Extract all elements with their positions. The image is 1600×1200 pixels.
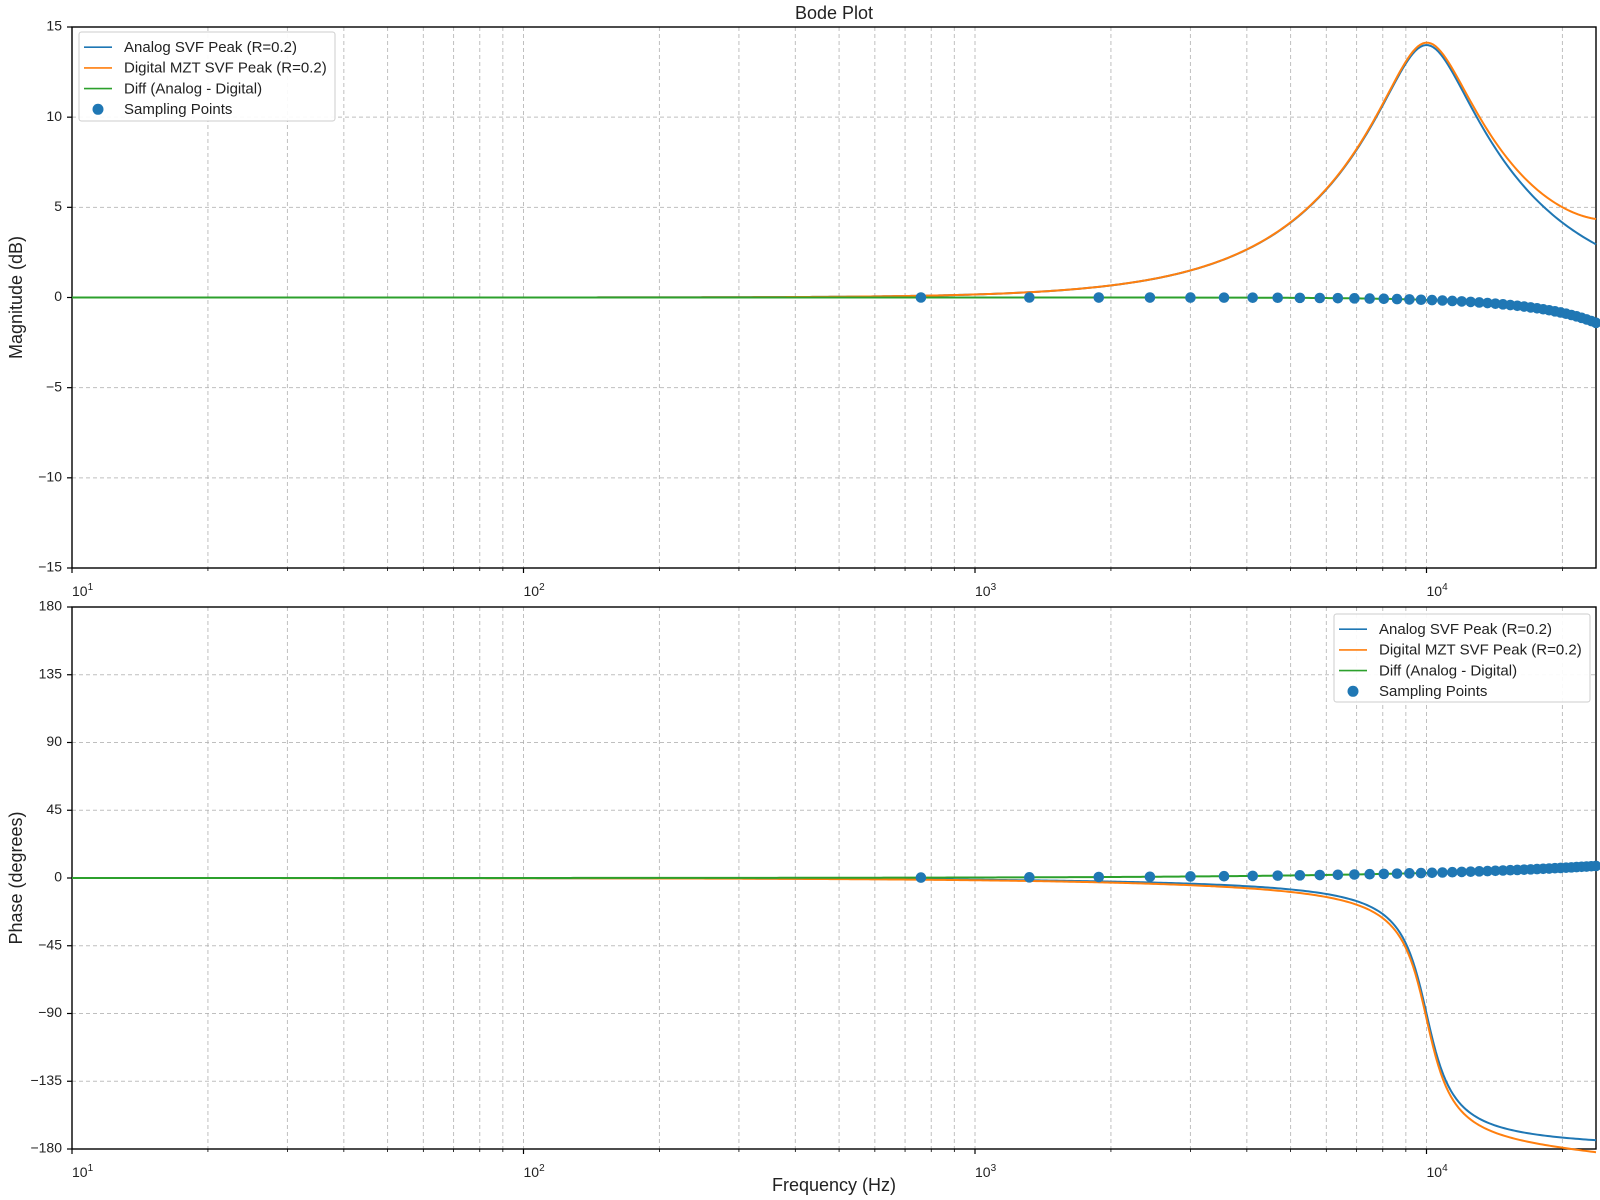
svg-text:−10: −10 <box>38 469 62 485</box>
svg-text:45: 45 <box>46 801 62 817</box>
svg-text:−15: −15 <box>38 559 62 575</box>
svg-text:−180: −180 <box>30 1140 62 1156</box>
svg-text:90: 90 <box>46 733 62 749</box>
svg-text:Digital MZT SVF Peak (R=0.2): Digital MZT SVF Peak (R=0.2) <box>124 60 327 77</box>
svg-text:0: 0 <box>54 869 62 885</box>
svg-text:10: 10 <box>46 108 62 124</box>
svg-text:−135: −135 <box>30 1072 62 1088</box>
svg-text:Diff (Analog - Digital): Diff (Analog - Digital) <box>124 80 262 97</box>
svg-text:Phase (degrees): Phase (degrees) <box>6 811 26 944</box>
svg-text:Analog SVF Peak (R=0.2): Analog SVF Peak (R=0.2) <box>1379 621 1552 638</box>
svg-text:Diff (Analog - Digital): Diff (Analog - Digital) <box>1379 662 1517 679</box>
svg-text:−5: −5 <box>46 378 62 394</box>
svg-text:135: 135 <box>39 665 63 681</box>
svg-text:−45: −45 <box>38 936 62 952</box>
svg-text:5: 5 <box>54 198 62 214</box>
svg-text:15: 15 <box>46 18 62 34</box>
svg-text:Frequency (Hz): Frequency (Hz) <box>772 1175 896 1195</box>
svg-text:−90: −90 <box>38 1004 62 1020</box>
svg-text:Sampling Points: Sampling Points <box>124 101 232 118</box>
svg-text:Digital MZT SVF Peak (R=0.2): Digital MZT SVF Peak (R=0.2) <box>1379 642 1582 659</box>
svg-text:Sampling Points: Sampling Points <box>1379 683 1487 700</box>
svg-text:Analog SVF Peak (R=0.2): Analog SVF Peak (R=0.2) <box>124 39 297 56</box>
svg-text:180: 180 <box>39 598 63 614</box>
svg-text:Magnitude (dB): Magnitude (dB) <box>6 236 26 359</box>
svg-text:0: 0 <box>54 288 62 304</box>
svg-text:Bode Plot: Bode Plot <box>795 3 873 23</box>
